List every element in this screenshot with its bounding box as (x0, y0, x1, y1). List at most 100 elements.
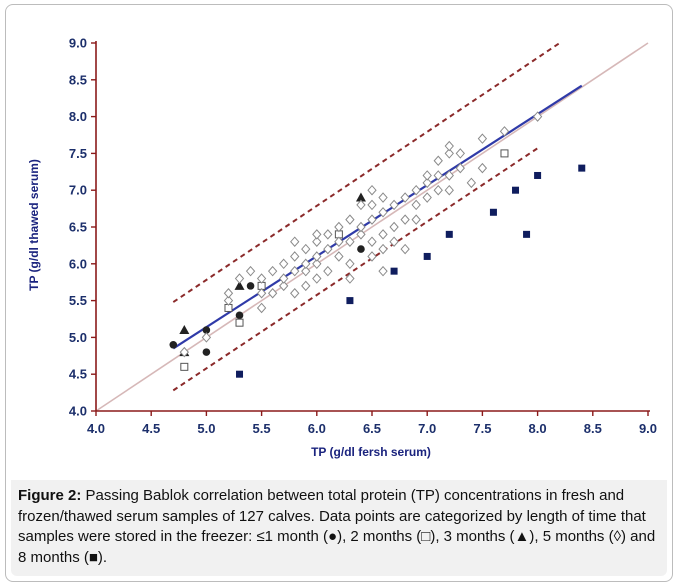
point-diamond (256, 302, 267, 314)
point-diamond (411, 184, 421, 196)
point-diamond (356, 199, 366, 211)
point-diamond (411, 199, 421, 211)
identity-line (95, 42, 649, 412)
y-tick-label: 9.0 (69, 36, 87, 51)
point-diamond (367, 236, 377, 247)
point-diamond (422, 177, 432, 189)
point-circle (169, 340, 178, 349)
point-diamond (499, 126, 510, 137)
point-diamond (256, 273, 267, 284)
x-tick-label: 4.0 (87, 421, 105, 436)
point-open-square (180, 362, 189, 371)
point-diamond (444, 140, 454, 152)
point-diamond (378, 207, 388, 218)
point-diamond (367, 199, 377, 211)
x-tick-label: 9.0 (639, 421, 657, 436)
point-diamond (290, 287, 300, 299)
point-diamond (279, 280, 289, 292)
axes-layer: 4.0 4.5 5.0 5.5 6.0 6.5 7.0 7.5 8.0 8.5 9.0 4.0 4.5 5… (69, 36, 657, 437)
x-tick-label: 8.0 (529, 421, 547, 436)
point-diamond (345, 236, 355, 247)
point-diamond (345, 273, 355, 284)
point-diamond (245, 265, 256, 277)
point-diamond (301, 265, 311, 277)
point-diamond (301, 243, 311, 255)
point-diamond (290, 265, 300, 277)
point-diamond (455, 162, 465, 174)
y-axis-title: TP (g/dl thawed serum) (27, 159, 41, 291)
point-triangle (355, 192, 366, 202)
point-filled-square (578, 164, 586, 172)
point-diamond (323, 243, 333, 255)
point-diamond (389, 221, 399, 233)
x-tick-label: 5.5 (253, 421, 271, 436)
point-diamond (334, 221, 344, 233)
y-tick-label: 4.5 (69, 367, 87, 382)
point-diamond (345, 258, 355, 270)
point-diamond (279, 258, 289, 270)
x-axis-title: TP (g/dl fersh serum) (311, 445, 431, 459)
y-tick-label: 6.5 (69, 220, 87, 235)
point-diamond (466, 177, 477, 189)
point-diamond (367, 184, 377, 196)
point-diamond (323, 229, 333, 240)
point-diamond (312, 236, 322, 247)
point-diamond (312, 273, 322, 284)
point-diamond (378, 243, 388, 255)
point-diamond (444, 184, 454, 196)
point-diamond (234, 273, 245, 284)
point-triangle (179, 325, 190, 335)
point-diamond (444, 148, 454, 159)
point-diamond (411, 214, 421, 225)
point-diamond (323, 265, 333, 277)
regression-line (172, 84, 583, 350)
point-diamond (378, 229, 388, 240)
caption-box (11, 480, 667, 576)
point-diamond (267, 265, 278, 277)
figure-caption: Figure 2: Passing Bablok correlation bet… (18, 486, 663, 568)
y-tick-label: 7.0 (69, 183, 87, 198)
point-diamond (356, 229, 366, 240)
point-diamond (477, 133, 488, 144)
point-filled-square (423, 252, 431, 260)
point-diamond (400, 243, 410, 255)
caption-label: Figure 2: (18, 487, 82, 504)
x-tick-label: 7.0 (418, 421, 436, 436)
point-circle (202, 326, 211, 334)
point-diamond (201, 332, 212, 343)
y-tick-label: 5.0 (69, 330, 87, 345)
point-diamond (179, 346, 189, 358)
y-tick-label: 4.0 (69, 404, 87, 419)
point-diamond (256, 287, 267, 299)
point-diamond (356, 221, 366, 233)
point-diamond (433, 155, 443, 167)
x-tick-label: 7.5 (473, 421, 491, 436)
x-tick-label: 5.0 (197, 421, 215, 436)
point-filled-square (489, 208, 497, 216)
y-tick-label: 7.5 (69, 146, 87, 161)
point-diamond (334, 236, 344, 247)
point-filled-square (346, 297, 354, 305)
point-diamond (400, 214, 410, 225)
point-filled-square (512, 186, 520, 194)
x-tick-label: 4.5 (142, 421, 160, 436)
point-diamond (433, 184, 443, 196)
point-diamond (334, 251, 344, 262)
point-diamond (455, 148, 465, 159)
point-filled-square (390, 267, 398, 275)
point-diamond (389, 236, 399, 247)
point-circle (246, 282, 255, 290)
point-diamond (477, 162, 488, 174)
point-diamond (345, 214, 355, 225)
point-diamond (279, 273, 289, 284)
point-diamond (267, 287, 278, 299)
point-diamond (312, 258, 322, 270)
point-diamond (290, 236, 300, 247)
point-diamond (378, 192, 388, 203)
point-diamond (433, 170, 443, 181)
point-diamond (223, 295, 234, 306)
point-open-square (235, 318, 244, 327)
caption-body: Passing Bablok correlation between total… (18, 487, 656, 566)
point-filled-square (523, 230, 531, 238)
points-layer (169, 111, 586, 378)
